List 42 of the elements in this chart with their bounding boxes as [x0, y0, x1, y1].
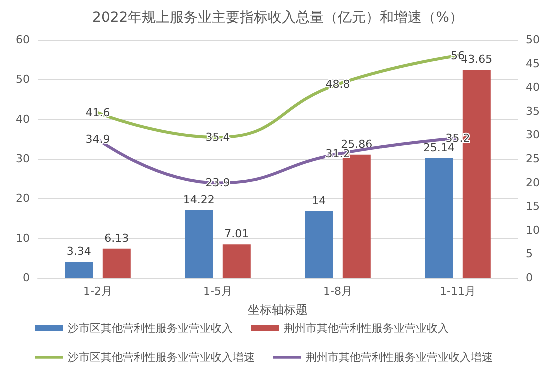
- y2-tick-label: 10: [526, 224, 540, 237]
- y2-tick-label: 45: [526, 57, 540, 70]
- data-label: 41.6: [86, 106, 110, 120]
- y2-tick-label: 30: [526, 128, 540, 142]
- legend-label: 沙市区其他营利性服务业营业收入增速: [68, 351, 255, 364]
- y2-tick-label: 5: [526, 248, 533, 261]
- data-label: 14: [312, 194, 326, 208]
- y2-tick-label: 0: [526, 272, 533, 284]
- bar: [185, 210, 214, 278]
- x-tick-label: 1-11月: [440, 285, 476, 298]
- y2-tick-label: 50: [526, 34, 540, 46]
- x-tick-label: 1-2月: [84, 285, 112, 298]
- bar: [65, 262, 94, 278]
- data-label: 6.13: [104, 232, 130, 245]
- y-tick-label: 40: [16, 112, 30, 126]
- bar: [425, 158, 454, 278]
- legend-label: 沙市区其他营利性服务业营业收入: [68, 322, 233, 335]
- legend-label: 荆州市其他营利性服务业营业收入增速: [306, 351, 493, 364]
- data-label: 14.22: [183, 193, 215, 206]
- legend-label: 荆州市其他营利性服务业营业收入: [284, 322, 449, 335]
- data-label: 34.9: [86, 133, 110, 146]
- y-tick-label: 60: [16, 34, 30, 46]
- bar: [222, 244, 251, 278]
- x-tick-label: 1-8月: [324, 285, 352, 298]
- chart-title: 2022年规上服务业主要指标收入总量（亿元）和增速（%）: [92, 10, 464, 26]
- data-label: 35.4: [206, 131, 230, 144]
- bar: [102, 248, 131, 278]
- x-axis-title: 坐标轴标题: [248, 303, 308, 317]
- y-tick-label: 0: [23, 272, 30, 284]
- y2-tick-label: 35: [526, 104, 540, 118]
- y2-tick-label: 40: [526, 81, 540, 94]
- x-tick-label: 1-5月: [204, 285, 232, 298]
- y2-tick-label: 25: [526, 152, 540, 166]
- y-tick-label: 50: [16, 73, 30, 86]
- y2-tick-label: 15: [526, 200, 540, 214]
- y-tick-label: 30: [16, 152, 30, 166]
- data-label: 7.01: [224, 228, 250, 241]
- y-tick-label: 10: [16, 232, 30, 245]
- y2-tick-label: 20: [526, 176, 540, 190]
- data-label: 3.34: [66, 245, 92, 258]
- bar: [305, 211, 334, 278]
- y-tick-label: 20: [16, 192, 30, 206]
